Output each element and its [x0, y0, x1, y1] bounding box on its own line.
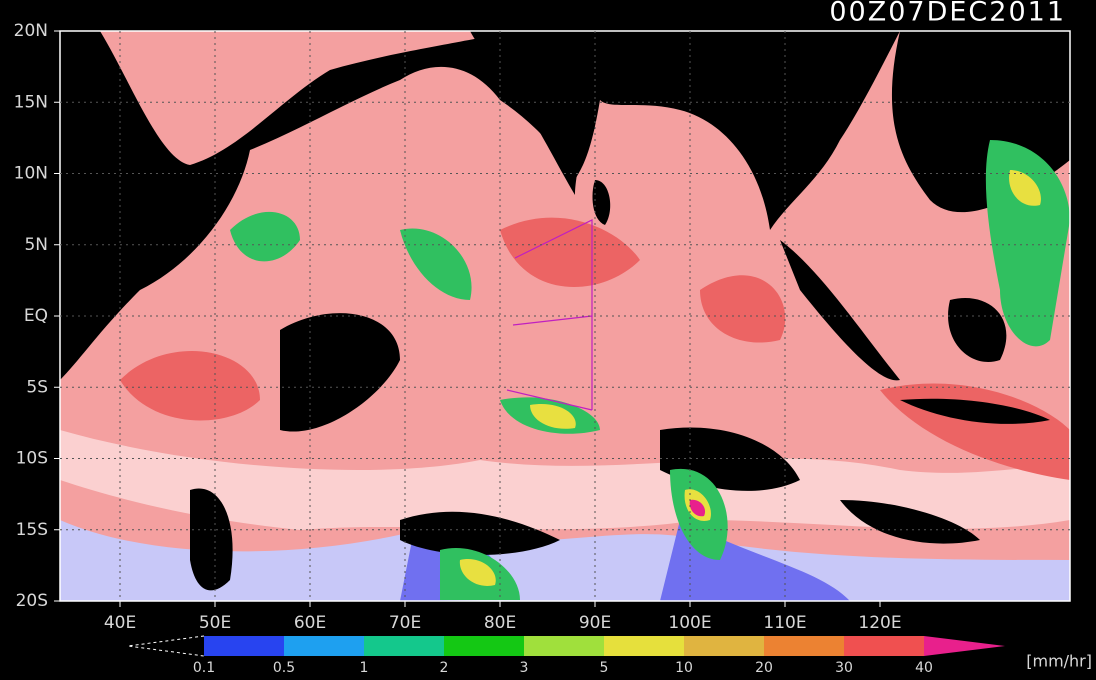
colorbar-box	[604, 636, 684, 656]
colorbar-label: 3	[520, 660, 529, 676]
dry-patch	[280, 313, 980, 555]
lat-label: 15N	[14, 92, 48, 112]
colorbar-label: 30	[835, 660, 853, 676]
rain-patch	[230, 140, 1070, 600]
land-madagascar	[190, 488, 233, 591]
lon-label: 50E	[199, 613, 231, 633]
lon-label: 80E	[484, 613, 516, 633]
colorbar-label: 0.1	[193, 660, 215, 676]
title: 00Z07DEC2011	[829, 0, 1066, 28]
colorbar-box	[684, 636, 764, 656]
colorbar-box	[204, 636, 284, 656]
lat-label: EQ	[24, 306, 48, 326]
land-myanmar	[600, 31, 900, 230]
land-sri-lanka	[592, 180, 611, 225]
colorbar-box	[524, 636, 604, 656]
colorbar-label: 2	[440, 660, 449, 676]
lat-label: 10N	[14, 164, 48, 184]
lat-label: 20N	[14, 21, 48, 41]
colorbar-label: 40	[915, 660, 933, 676]
land-southeast-asia	[780, 31, 1070, 424]
colorbar-label: 0.5	[273, 660, 295, 676]
lon-label: 60E	[294, 613, 326, 633]
lat-label: 15S	[16, 520, 48, 540]
colorbar-box	[284, 636, 364, 656]
colorbar-label: 20	[755, 660, 773, 676]
colorbar-box	[764, 636, 844, 656]
axes: 20N 15N 10N 5N EQ 5S 10S 15S 20S 40E 50E 60E 70E 80E 9…	[14, 21, 902, 633]
lon-label: 40E	[104, 613, 136, 633]
lon-label: 120E	[858, 613, 901, 633]
peak-rain	[689, 499, 706, 517]
light-band	[60, 430, 1070, 530]
colorbar-label: 10	[675, 660, 693, 676]
colorbar-box	[444, 636, 524, 656]
cool-patch	[400, 500, 850, 601]
lon-label: 70E	[389, 613, 421, 633]
colorbar-label: 5	[600, 660, 609, 676]
region-boundary	[506, 219, 593, 411]
lon-label: 90E	[579, 613, 611, 633]
lat-label: 5N	[24, 235, 48, 255]
over-arrow	[924, 636, 1005, 656]
warm-patch	[120, 217, 1070, 480]
colorbar-box	[364, 636, 444, 656]
colorbar: 0.1 0.5 1 2 3 5 10 20 30 40 [mm/hr]	[127, 635, 1092, 676]
colorbar-unit: [mm/hr]	[1026, 652, 1092, 671]
lat-label: 10S	[16, 449, 48, 469]
under-arrow	[127, 635, 205, 657]
colorbar-label: 1	[360, 660, 369, 676]
colorbar-box	[844, 636, 924, 656]
lon-label: 110E	[763, 613, 806, 633]
lat-label: 20S	[16, 591, 48, 611]
lon-label: 100E	[668, 613, 711, 633]
lat-label: 5S	[26, 377, 48, 397]
land-india	[470, 31, 600, 195]
graticule	[60, 31, 1070, 601]
